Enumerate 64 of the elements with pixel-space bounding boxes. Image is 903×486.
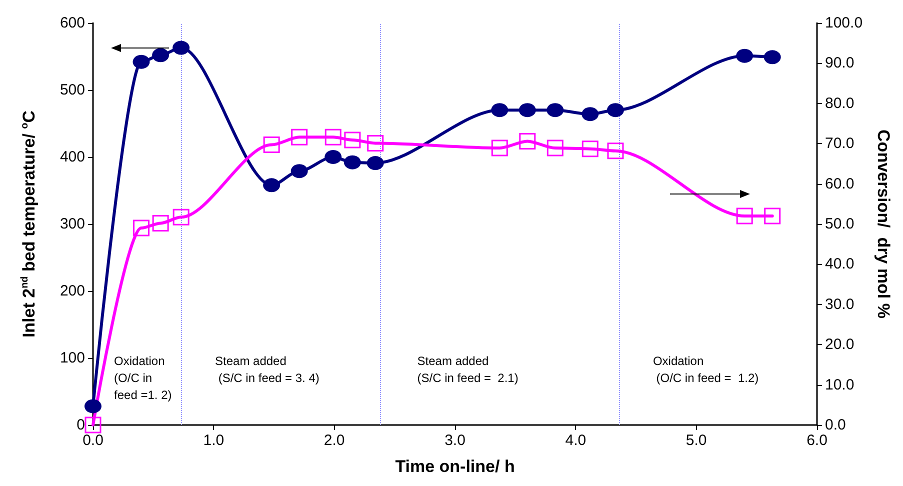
point — [263, 136, 280, 154]
point — [263, 178, 280, 192]
point — [519, 132, 536, 150]
y-tick-label: 500 — [60, 82, 85, 98]
x-tick-label: 3.0 — [444, 432, 466, 449]
point — [582, 140, 598, 158]
x-tick-label: 2.0 — [324, 432, 345, 449]
annotation: Oxidation (O/C in feed = 1.2) — [652, 354, 759, 386]
y2-tick-label: 20.0 — [825, 336, 854, 354]
y2-tick-label: 40.0 — [825, 256, 854, 273]
point — [366, 156, 384, 170]
point — [84, 399, 102, 414]
y2-tick-label: 10.0 — [825, 376, 854, 394]
annotation: Steam added (S/C in feed = 2.1) — [417, 354, 518, 386]
y-tick-label: 400 — [60, 148, 85, 166]
y-tick-label: 0 — [76, 416, 85, 434]
point — [582, 107, 599, 122]
y2-tick-label: 100.0 — [825, 14, 863, 32]
point — [152, 214, 169, 232]
y-tick-label: 600 — [60, 14, 85, 32]
x-tick-label: 4.0 — [565, 432, 586, 449]
point — [367, 134, 384, 152]
y-tick-label: 300 — [60, 216, 85, 232]
point — [152, 48, 170, 62]
x-axis-title: Time on-line/ h — [395, 457, 515, 476]
point — [291, 128, 308, 146]
point — [736, 48, 754, 63]
y2-tick-label: 0.0 — [825, 416, 846, 434]
annotation: Steam added (S/C in feed = 3. 4) — [215, 354, 320, 386]
point — [324, 128, 342, 146]
point — [546, 140, 564, 156]
x-tick-label: 1.0 — [203, 432, 224, 449]
y2-tick-label: 60.0 — [825, 175, 854, 192]
x-tick-label: 6.0 — [806, 432, 828, 449]
point — [607, 142, 624, 160]
point — [518, 103, 536, 118]
y-tick-label: 100 — [60, 350, 85, 366]
point — [546, 103, 564, 118]
point — [736, 208, 753, 224]
point — [324, 150, 342, 164]
point — [607, 103, 624, 118]
point — [764, 208, 781, 224]
y2-tick-label: 30.0 — [825, 296, 854, 313]
y2-tick-label: 80.0 — [825, 94, 854, 112]
point — [344, 155, 361, 170]
point — [491, 140, 508, 156]
y-axis-title: Inlet 2nd bed temperature/ oC — [20, 110, 38, 338]
y2-tick-label: 50.0 — [825, 216, 854, 232]
y-tick-label: 200 — [60, 282, 85, 300]
point — [491, 103, 508, 118]
y2-axis-title: Conversion/ dry mol % — [874, 130, 893, 318]
point — [84, 416, 102, 434]
point — [764, 50, 781, 64]
y2-tick-label: 70.0 — [825, 135, 854, 152]
point — [172, 208, 190, 226]
point — [132, 54, 150, 69]
point — [172, 40, 190, 55]
x-tick-label: 5.0 — [686, 432, 707, 449]
point — [344, 132, 361, 148]
point — [133, 220, 150, 236]
y2-tick-label: 90.0 — [825, 54, 854, 72]
point — [290, 164, 308, 178]
x-tick-label: 0.0 — [82, 432, 104, 449]
annotation: Oxidation (O/C in feed =1. 2) — [114, 354, 172, 402]
